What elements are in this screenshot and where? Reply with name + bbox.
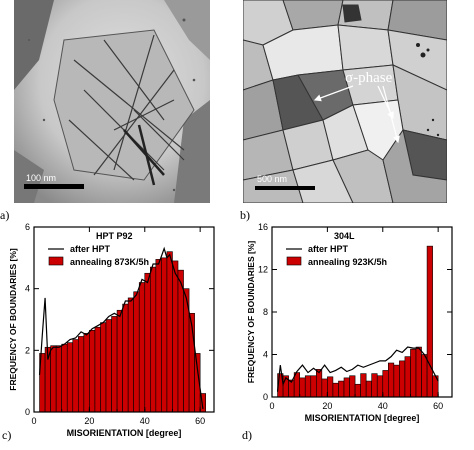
y-tick-label: 0 — [263, 392, 268, 402]
bar — [155, 259, 162, 413]
legend-label: annealing 923K/5h — [308, 257, 387, 267]
panel-label-b: b) — [240, 208, 250, 222]
legend-label: after HPT — [70, 244, 111, 254]
bar — [127, 297, 134, 413]
bar — [354, 383, 361, 398]
bar — [404, 356, 411, 398]
bar — [399, 360, 406, 398]
panel-label-c: c) — [2, 428, 12, 442]
micrograph-b-image — [243, 0, 447, 203]
legend-label: after HPT — [308, 244, 349, 254]
bar — [327, 376, 334, 398]
chart-title: HPT P92 — [96, 231, 133, 241]
bar — [144, 272, 151, 413]
bar — [172, 260, 179, 413]
x-tick-label: 40 — [378, 401, 388, 411]
bar — [321, 378, 328, 398]
bar — [310, 375, 317, 398]
scale-text-b: 500 nm — [257, 174, 288, 184]
chart-c: 0 20 40 60 0 2 4 6 MISORIENTATION [degree] FREQUE… — [0, 215, 236, 445]
after-hpt-line — [276, 346, 439, 392]
y-tick-label: 8 — [263, 307, 268, 317]
bar — [332, 382, 339, 398]
bar — [426, 245, 433, 398]
bar — [388, 362, 395, 398]
legend-bar-swatch — [286, 256, 302, 266]
bar — [94, 326, 101, 413]
bar — [72, 339, 79, 413]
bar — [421, 354, 428, 398]
bar — [111, 316, 118, 413]
chart-d-svg: 0 20 40 60 0 4 8 12 16 MISORIENTATION [degree] FRE… — [246, 222, 453, 423]
bar — [343, 377, 350, 398]
bar — [316, 369, 323, 398]
bar — [89, 329, 96, 413]
x-tick-label: 0 — [31, 416, 36, 426]
bar — [78, 336, 85, 413]
after-hpt-line — [38, 246, 204, 409]
legend-label: annealing 873K/5h — [70, 257, 149, 267]
bar — [177, 269, 184, 413]
bar — [299, 377, 306, 398]
sigma-phase-label: σ-phase — [345, 70, 393, 86]
y-tick-label: 12 — [258, 265, 268, 275]
scale-text-a: 100 nm — [26, 173, 57, 183]
bar — [61, 343, 68, 413]
panel-label-d: d) — [242, 428, 252, 442]
bar — [138, 282, 146, 413]
x-tick-label: 40 — [140, 416, 150, 426]
x-tick-label: 0 — [269, 401, 274, 411]
bar — [360, 373, 367, 398]
scale-bar-b — [255, 186, 315, 190]
micrograph-a: 100 nm — [14, 0, 210, 203]
y-tick-label: 16 — [258, 222, 268, 232]
legend-bar-swatch — [48, 256, 64, 266]
bar — [122, 303, 129, 413]
y-tick-label: 0 — [25, 407, 30, 417]
bar — [166, 251, 173, 413]
chart-d: 0 20 40 60 0 4 8 12 16 MISORIENTATION [degree] FRE… — [238, 215, 474, 445]
sigma-phase-arrows — [313, 85, 400, 144]
bar — [349, 375, 356, 398]
x-tick-label: 20 — [322, 401, 332, 411]
bar — [415, 346, 422, 398]
bar — [50, 345, 57, 413]
bar — [55, 345, 62, 413]
panel-label-a: a) — [0, 208, 10, 222]
x-tick-label: 20 — [84, 416, 94, 426]
bar — [338, 380, 345, 398]
bar — [66, 342, 74, 413]
bar — [105, 319, 112, 413]
bar — [365, 380, 372, 398]
bar — [393, 364, 400, 398]
x-tick-label: 60 — [433, 401, 443, 411]
x-axis-label: MISORIENTATION [degree] — [305, 413, 420, 423]
y-tick-label: 6 — [25, 222, 30, 232]
bar — [150, 266, 157, 413]
bar — [116, 309, 123, 413]
bar — [376, 375, 384, 398]
x-axis-label: MISORIENTATION [degree] — [67, 428, 182, 438]
x-tick-label: 60 — [195, 416, 205, 426]
chart-c-svg: 0 20 40 60 0 2 4 6 MISORIENTATION [degree] FREQUE… — [8, 222, 215, 438]
micrograph-a-image — [14, 0, 210, 203]
bar — [410, 348, 417, 398]
bar — [304, 375, 312, 398]
y-axis-label: FREQUENCY OF BOUNDARIES [%] — [246, 241, 256, 384]
bar — [382, 370, 389, 398]
bar — [83, 333, 90, 413]
y-tick-label: 2 — [25, 345, 30, 355]
scale-bar-a — [24, 184, 84, 189]
bar — [133, 291, 140, 413]
bar — [161, 257, 168, 413]
y-tick-label: 4 — [263, 350, 268, 360]
y-tick-label: 4 — [25, 284, 30, 294]
bar — [100, 322, 107, 413]
plot-frame — [33, 226, 215, 413]
chart-title: 304L — [334, 231, 355, 241]
y-axis-label: FREQUENCY OF BOUNDARIES [%] — [8, 248, 18, 391]
bar — [371, 373, 378, 398]
micrograph-b: σ-phase 500 nm — [243, 0, 447, 203]
